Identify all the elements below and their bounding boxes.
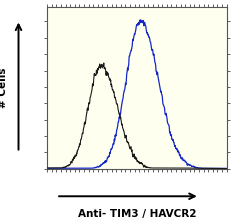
Text: # Cells: # Cells [0, 67, 8, 108]
Text: Anti- TIM3 / HAVCR2: Anti- TIM3 / HAVCR2 [78, 209, 196, 219]
